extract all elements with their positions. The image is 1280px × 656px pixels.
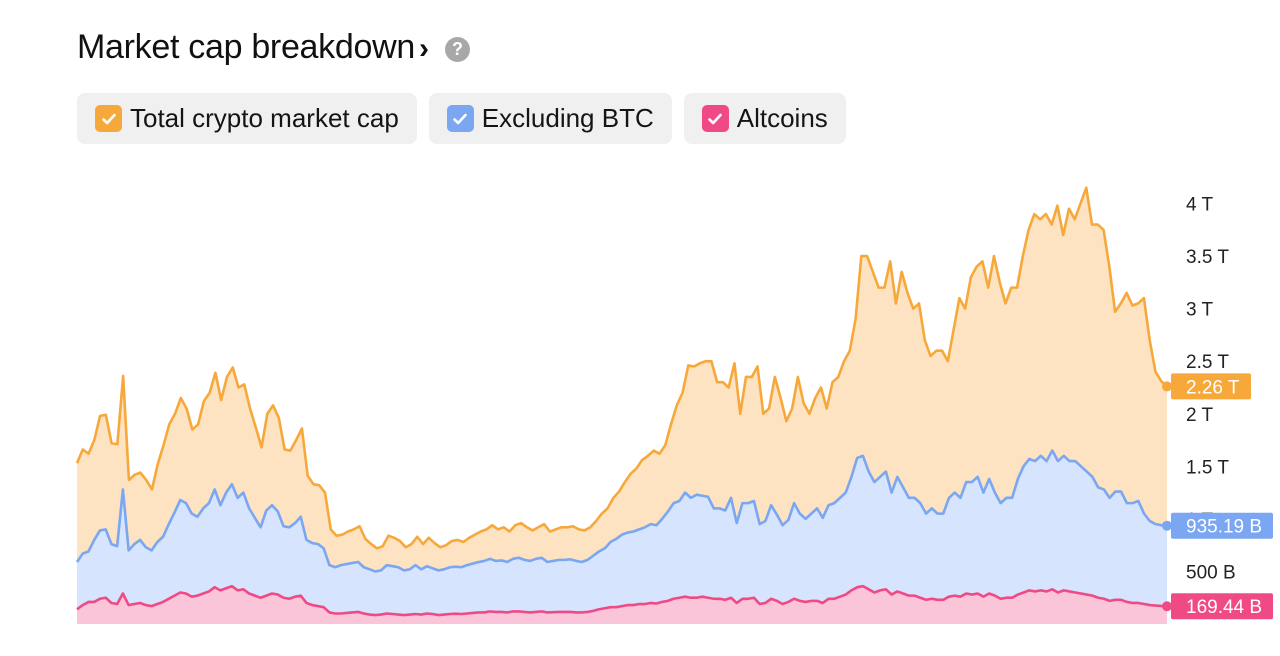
y-tick-label: 2.5 T — [1186, 352, 1229, 373]
toggle-label: Excluding BTC — [481, 103, 654, 133]
check-icon[interactable] — [701, 105, 729, 132]
y-tick-label: 3.5 T — [1186, 247, 1229, 268]
last-value-badge — [1171, 512, 1273, 539]
y-tick-label: 3 T — [1186, 300, 1214, 321]
last-value-badge — [1171, 373, 1251, 400]
last-value-label: 169.44 B — [1186, 597, 1262, 618]
series-layer — [75, 186, 1168, 624]
toggle-label: Total crypto market cap — [130, 103, 399, 133]
y-tick-label: 4 T — [1186, 195, 1214, 216]
total-crypto-market-cap-line[interactable] — [75, 186, 1168, 550]
excluding-btc-line[interactable] — [75, 449, 1168, 573]
end-point-dot — [1162, 381, 1172, 392]
chevron-right-icon[interactable]: › — [418, 31, 429, 65]
toggle-altcoins[interactable]: Altcoins — [683, 93, 846, 144]
help-icon[interactable]: ? — [444, 37, 470, 62]
series-toggles: Total crypto market cap Excluding BTC Al… — [77, 93, 846, 144]
y-tick-label: 2 T — [1186, 405, 1214, 426]
check-icon[interactable] — [95, 105, 122, 132]
last-value-badges: 2.26 T 935.19 B 169.44 B — [1162, 373, 1273, 620]
y-tick-label: 1.5 T — [1186, 457, 1229, 478]
altcoins-line[interactable] — [76, 584, 1168, 617]
end-point-dot — [1162, 601, 1172, 612]
end-point-dot — [1162, 520, 1172, 531]
toggle-total-market-cap[interactable]: Total crypto market cap — [77, 93, 417, 144]
last-value-label: 2.26 T — [1186, 377, 1240, 398]
toggle-label: Altcoins — [736, 103, 828, 133]
excluding-btc-area — [77, 450, 1167, 624]
last-value-label: 935.19 B — [1186, 517, 1262, 538]
altcoins-area — [77, 586, 1167, 624]
chart-header: Market cap breakdown › ? — [77, 28, 470, 67]
y-tick-label: 500 B — [1186, 562, 1236, 583]
last-value-badge — [1171, 593, 1273, 620]
toggle-excluding-btc[interactable]: Excluding BTC — [428, 93, 672, 144]
page-title: Market cap breakdown — [77, 28, 415, 66]
check-icon[interactable] — [446, 105, 474, 132]
